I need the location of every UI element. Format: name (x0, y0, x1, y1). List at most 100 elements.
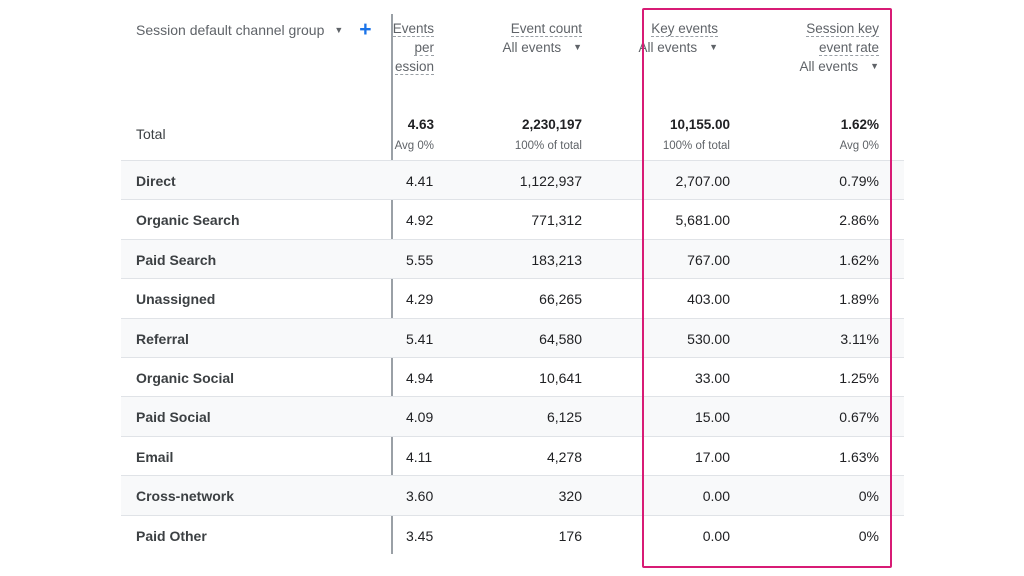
column-divider (391, 14, 393, 554)
row-session-key-event-rate: 1.89% (839, 291, 879, 308)
event-filter-dropdown[interactable]: All events ▼ (503, 38, 582, 57)
row-event-count: 183,213 (531, 251, 582, 268)
row-session-key-event-rate: 0% (858, 488, 879, 505)
row-channel-name: Unassigned (136, 291, 216, 308)
total-session-key-event-rate: 1.62% Avg 0% (840, 117, 879, 152)
dimension-header: Session default channel group ▼ + (136, 18, 372, 41)
row-key-events: 5,681.00 (675, 212, 731, 229)
column-title[interactable]: Key events (651, 21, 718, 37)
row-events-per-session: 4.41 (406, 173, 434, 189)
total-value: 4.63 (407, 117, 434, 132)
row-channel-name: Paid Other (136, 527, 207, 544)
add-dimension-button[interactable]: + (359, 18, 372, 41)
column-title[interactable]: ession (394, 59, 434, 75)
table-row[interactable]: Referral 5.41 64,580 530.00 3.11% (121, 317, 904, 357)
total-value: 10,155.00 (669, 117, 730, 132)
row-key-events: 0.00 (702, 488, 730, 505)
column-title[interactable]: Event count (510, 21, 582, 37)
dimension-selector[interactable]: Session default channel group (136, 22, 325, 38)
row-events-per-session: 5.41 (406, 330, 434, 347)
column-header-events-per-session[interactable]: Events per ession (392, 19, 434, 76)
row-events-per-session: 4.11 (406, 448, 433, 465)
chevron-down-icon: ▼ (870, 61, 879, 71)
table-row[interactable]: Organic Search 4.92 771,312 5,681.00 2.8… (121, 199, 904, 238)
row-events-per-session: 4.92 (406, 212, 434, 229)
chevron-down-icon: ▼ (709, 42, 718, 52)
row-events-per-session: 3.45 (406, 527, 434, 544)
total-value: 1.62% (840, 117, 879, 132)
table-row[interactable]: Cross-network 3.60 320 0.00 0% (121, 475, 904, 515)
row-channel-name: Organic Search (136, 212, 240, 229)
row-events-per-session: 4.09 (406, 409, 434, 426)
table-row[interactable]: Paid Other 3.45 176 0.00 0% (121, 514, 904, 554)
row-key-events: 15.00 (694, 409, 730, 426)
column-header-session-key-event-rate[interactable]: Session key event rate All events ▼ (800, 19, 879, 76)
row-event-count: 176 (558, 527, 582, 544)
row-event-count: 10,641 (539, 369, 582, 386)
column-title[interactable]: event rate (818, 40, 879, 56)
table-body: Direct 4.41 1,122,937 2,707.00 0.79% Org… (121, 160, 904, 554)
row-channel-name: Organic Social (136, 369, 235, 386)
row-key-events: 530.00 (687, 330, 730, 347)
row-key-events: 17.00 (694, 448, 730, 465)
event-filter-dropdown[interactable]: All events ▼ (800, 57, 879, 76)
row-channel-name: Paid Search (136, 251, 217, 268)
total-label: Total (136, 126, 166, 142)
total-value: 2,230,197 (521, 117, 582, 132)
row-key-events: 403.00 (687, 291, 730, 308)
column-title[interactable]: Events (392, 21, 434, 37)
row-key-events: 2,707.00 (675, 173, 731, 189)
total-key-events: 10,155.00 100% of total (663, 117, 730, 152)
row-session-key-event-rate: 1.25% (839, 369, 879, 386)
table-row[interactable]: Organic Social 4.94 10,641 33.00 1.25% (121, 356, 904, 396)
row-event-count: 1,122,937 (519, 173, 582, 189)
row-key-events: 33.00 (694, 369, 730, 386)
table-row[interactable]: Unassigned 4.29 66,265 403.00 1.89% (121, 278, 904, 317)
table-row[interactable]: Direct 4.41 1,122,937 2,707.00 0.79% (121, 160, 904, 200)
row-event-count: 6,125 (546, 409, 582, 426)
total-sub: 100% of total (514, 140, 582, 152)
row-event-count: 4,278 (546, 448, 582, 465)
chevron-down-icon[interactable]: ▼ (334, 25, 344, 35)
row-channel-name: Direct (136, 173, 176, 189)
dropdown-label: All events (799, 59, 859, 74)
total-sub: Avg 0% (394, 140, 434, 152)
row-event-count: 64,580 (539, 330, 582, 347)
row-event-count: 66,265 (539, 291, 582, 308)
row-key-events: 767.00 (687, 251, 730, 268)
dropdown-label: All events (502, 40, 562, 55)
table-row[interactable]: Paid Search 5.55 183,213 767.00 1.62% (121, 238, 904, 279)
column-title[interactable]: Session key (806, 21, 879, 37)
row-events-per-session: 3.60 (406, 488, 434, 505)
table-row[interactable]: Email 4.11 4,278 17.00 1.63% (121, 435, 904, 475)
event-filter-dropdown[interactable]: All events ▼ (639, 38, 718, 57)
row-session-key-event-rate: 3.11% (840, 330, 879, 347)
row-event-count: 320 (558, 488, 582, 505)
row-session-key-event-rate: 2.86% (839, 212, 879, 229)
total-sub: 100% of total (662, 140, 730, 152)
dropdown-label: All events (638, 40, 698, 55)
total-events-per-session: 4.63 Avg 0% (395, 117, 434, 152)
row-session-key-event-rate: 1.63% (839, 448, 879, 465)
row-channel-name: Cross-network (136, 488, 235, 505)
row-events-per-session: 4.94 (406, 369, 434, 386)
row-session-key-event-rate: 0.67% (839, 409, 879, 426)
row-event-count: 771,312 (531, 212, 582, 229)
column-title[interactable]: per (414, 40, 434, 56)
row-channel-name: Email (136, 448, 174, 465)
row-session-key-event-rate: 0.79% (839, 173, 879, 189)
total-event-count: 2,230,197 100% of total (515, 117, 582, 152)
table-row[interactable]: Paid Social 4.09 6,125 15.00 0.67% (121, 396, 904, 436)
row-events-per-session: 5.55 (406, 251, 434, 268)
row-session-key-event-rate: 0% (858, 527, 879, 544)
row-channel-name: Referral (136, 330, 189, 347)
column-header-key-events[interactable]: Key events All events ▼ (639, 19, 718, 57)
row-events-per-session: 4.29 (406, 291, 434, 308)
row-key-events: 0.00 (702, 527, 730, 544)
row-channel-name: Paid Social (136, 409, 211, 426)
chevron-down-icon: ▼ (573, 42, 582, 52)
row-session-key-event-rate: 1.62% (839, 251, 879, 268)
total-sub: Avg 0% (839, 140, 879, 152)
column-header-event-count[interactable]: Event count All events ▼ (503, 19, 582, 57)
